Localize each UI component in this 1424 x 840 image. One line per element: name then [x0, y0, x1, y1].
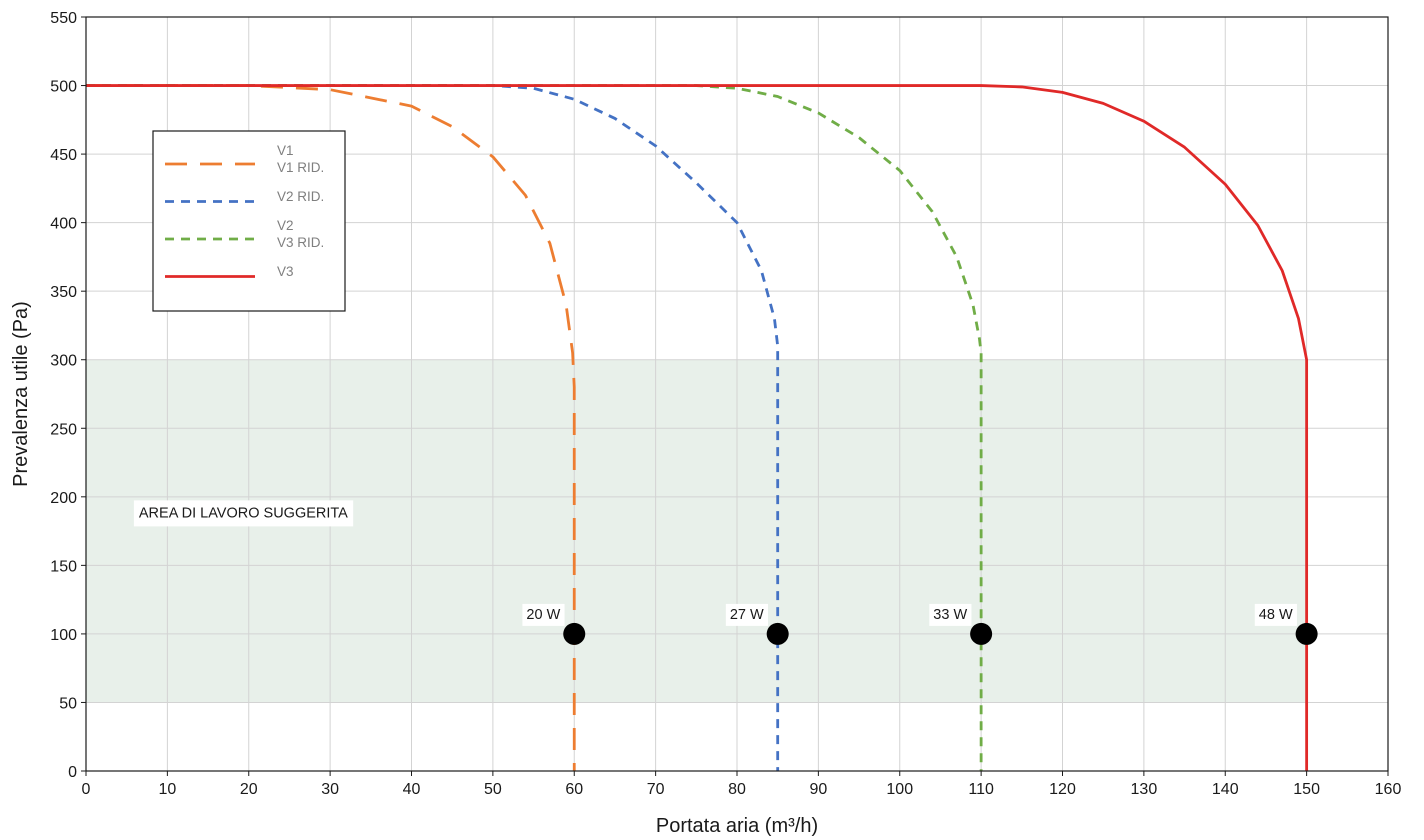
legend-label-line: V2 RID.: [277, 189, 324, 204]
y-tick-label: 500: [50, 79, 77, 96]
x-tick-label: 150: [1293, 781, 1320, 798]
legend-label-3: V2 V3 RID.: [277, 218, 324, 250]
x-tick-label: 160: [1375, 781, 1402, 798]
suggested-area-layer: [86, 359, 1307, 703]
operating-point-label-bg: [929, 603, 972, 626]
legend-box: [152, 130, 346, 312]
legend-label-line: V1: [277, 143, 294, 158]
y-axis-title: Prevalenza utile (Pa): [10, 301, 32, 487]
y-tick-label: 450: [50, 147, 77, 164]
series-line-2: [86, 84, 780, 771]
legend-label-4: V3: [277, 264, 294, 279]
x-tick-label: 50: [484, 781, 502, 798]
series-line-4: [86, 84, 1309, 771]
suggested-area: [86, 359, 1307, 703]
series-line-3: [86, 84, 983, 771]
operating-point-label-bg: [1254, 603, 1297, 626]
x-tick-label: 60: [565, 781, 583, 798]
series-line-1: [86, 84, 576, 771]
operating-point-1: [563, 622, 586, 645]
legend-label-line: V1 RID.: [277, 160, 324, 175]
x-tick-label: 10: [158, 781, 176, 798]
legend-label-line: V3 RID.: [277, 235, 324, 250]
axis-layer: 0 10 20 30 40 50 60 70 80 90 100 110 120 130 140 150 160…: [50, 10, 1401, 798]
operating-point-4: [1295, 622, 1318, 645]
x-tick-label: 120: [1049, 781, 1076, 798]
series-layer: [86, 84, 1309, 771]
y-tick-label: 400: [50, 216, 77, 233]
y-tick-label: 150: [50, 558, 77, 575]
operating-point-label-1: 20 W: [526, 607, 560, 623]
operating-point-label-2: 27 W: [730, 607, 764, 623]
operating-point-label-bg: [725, 603, 769, 626]
operating-point-label-bg: [522, 603, 565, 626]
operating-point-label-4: 48 W: [1259, 607, 1293, 623]
x-tick-label: 100: [886, 781, 913, 798]
x-tick-label: 110: [968, 781, 994, 798]
y-tick-label: 300: [50, 353, 77, 370]
y-tick-label: 0: [68, 764, 77, 781]
x-tick-label: 130: [1131, 781, 1158, 798]
x-tick-label: 0: [82, 781, 91, 798]
suggested-area-label-bg: [133, 500, 354, 527]
legend: V1 V1 RID. V2 RID. V2 V3 RID. V3: [152, 130, 346, 312]
x-tick-label: 140: [1212, 781, 1239, 798]
x-tick-label: 20: [240, 781, 258, 798]
operating-point-3: [970, 622, 993, 645]
x-tick-label: 80: [728, 781, 746, 798]
operating-point-label-3: 33 W: [933, 607, 967, 623]
legend-label-line: V2: [277, 218, 294, 233]
x-tick-label: 30: [321, 781, 339, 798]
y-tick-label: 250: [50, 421, 77, 438]
suggested-area-label: AREA DI LAVORO SUGGERITA: [139, 505, 348, 521]
legend-label-1: V1 V1 RID.: [277, 143, 324, 175]
operating-point-2: [766, 622, 789, 645]
y-tick-label: 100: [50, 627, 77, 644]
legend-label-2: V2 RID.: [277, 189, 324, 204]
y-tick-label: 350: [50, 284, 77, 301]
x-tick-label: 90: [809, 781, 827, 798]
y-tick-label: 50: [59, 695, 77, 712]
x-tick-label: 70: [647, 781, 665, 798]
annotation-layer: AREA DI LAVORO SUGGERITA 20 W 27 W 33 W 48 W: [133, 500, 1318, 645]
x-axis-title: Portata aria (m³/h): [656, 815, 818, 837]
y-tick-label: 200: [50, 490, 77, 507]
x-tick-label: 40: [403, 781, 421, 798]
y-tick-label: 550: [50, 10, 77, 27]
legend-label-line: V3: [277, 264, 294, 279]
